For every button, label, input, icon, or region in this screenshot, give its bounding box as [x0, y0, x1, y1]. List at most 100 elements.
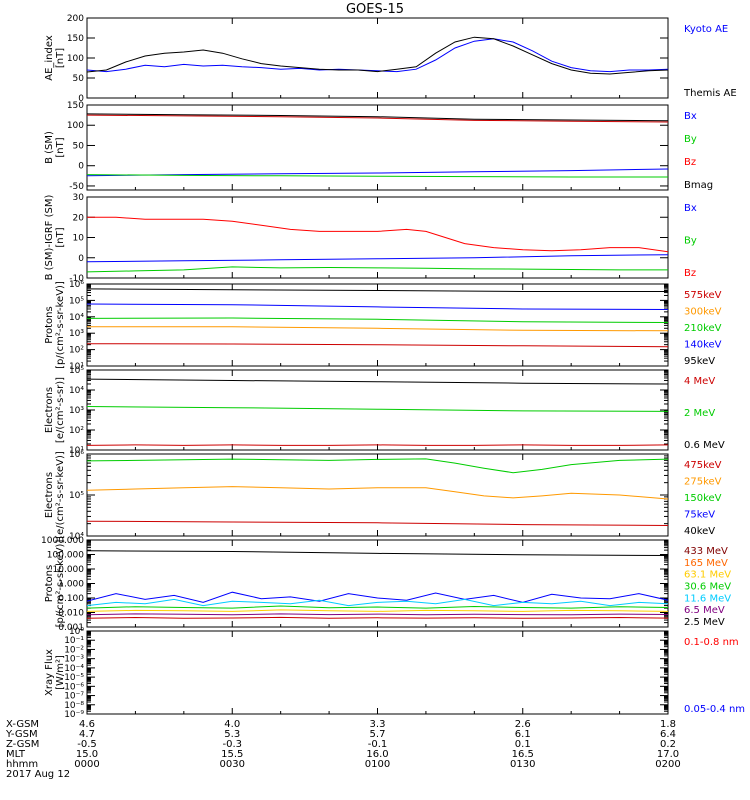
panel-ae: 0 50 100 150 200 AE_index [nT] Kyoto AE Themis A…	[44, 14, 737, 104]
series-line-300kev	[87, 326, 668, 332]
legend-entry: Bz	[684, 268, 696, 279]
y-tick-label: -10	[69, 274, 84, 284]
y-tick-label: -50	[69, 182, 84, 192]
y-tick-label: 10⁻⁷	[64, 692, 84, 702]
y-tick-label: 10⁶	[69, 450, 84, 460]
series-line-63-1-mev	[87, 605, 668, 609]
legend-entry: 475keV	[684, 460, 722, 471]
legend-entry: Bx	[684, 203, 697, 214]
series-line-11-6-mev	[87, 591, 668, 603]
orbit-value: 2.6	[515, 719, 531, 730]
legend-entry: By	[684, 236, 697, 247]
y-tick-label: 10²	[69, 346, 84, 356]
panel-electrons2: 10⁴ 10⁵ 10⁶ Electrons [e/(cm²-s-sr-keV)] 475k…	[44, 450, 722, 542]
y-tick-label: 10⁴	[69, 386, 84, 396]
series-line-575kev	[87, 343, 668, 348]
y-tick-label: 10⁻⁴	[64, 664, 84, 674]
y-tick-label: 10⁻⁹	[64, 710, 84, 720]
series-line-433-mev	[87, 616, 668, 619]
y-tick-label: 10⁻⁵	[64, 673, 84, 683]
y-tick-label: 10.000	[53, 565, 85, 575]
y-tick-label: 10⁵	[69, 491, 84, 501]
series-line-150kev	[87, 458, 668, 474]
y-tick-label: 50	[73, 74, 85, 84]
series-line-210kev	[87, 317, 668, 323]
legend-entry: 0.1-0.8 nm	[684, 637, 739, 648]
y-axis-label: [p/(cm²-s-sr-keV)]	[55, 281, 66, 369]
y-tick-label: 10⁵	[69, 366, 84, 376]
y-axis-label: AE_index	[44, 35, 55, 81]
y-tick-label: 10⁻²	[64, 645, 84, 655]
legend-entry: 40keV	[684, 526, 715, 537]
series-line-themis-ae	[87, 36, 668, 75]
orbit-table: X-GSM 4.6 4.0 3.3 2.6 1.8 Y-GSM 4.7 5.3 5.7 6.1 6.4…	[5, 719, 681, 780]
y-tick-label: 10²	[69, 426, 84, 436]
orbit-value: 4.6	[79, 719, 95, 730]
legend-entry: 210keV	[684, 323, 722, 334]
orbit-value: 15.0	[76, 749, 98, 760]
y-tick-label: 150	[67, 101, 84, 111]
legend-entry: Themis AE	[683, 88, 737, 99]
series-line-0-6-mev	[87, 378, 668, 385]
orbit-value: 16.5	[512, 749, 534, 760]
y-tick-label: 0.100	[58, 594, 84, 604]
orbit-value: 3.3	[370, 719, 386, 730]
panel-protons2: 0.001 0.010 0.100 1.000 10.000 100.000 1000.00…	[41, 536, 731, 633]
legend-entry: 2.5 MeV	[684, 617, 725, 628]
orbit-value: -0.5	[77, 739, 97, 750]
orbit-row-label: hhmm	[6, 759, 38, 770]
y-tick-label: 10⁻¹	[64, 636, 84, 646]
orbit-value: 4.7	[79, 729, 95, 740]
y-axis-label: [nT]	[55, 137, 66, 157]
y-tick-label: 100	[67, 54, 84, 64]
legend-entry: 4 MeV	[684, 376, 715, 387]
orbit-value: 0.2	[660, 739, 676, 750]
series-line-2-5-mev	[87, 550, 668, 556]
series-line-6-5-mev	[87, 613, 668, 616]
y-tick-label: 100	[67, 121, 84, 131]
y-axis-label: Electrons	[44, 472, 55, 518]
panel-frame	[86, 283, 669, 367]
legend-entry: 0.6 MeV	[684, 440, 725, 451]
y-axis-label: [p/(cm²-s-sr-keV)]	[55, 540, 66, 628]
legend-entry: 433 MeV	[684, 546, 728, 557]
series-line-bmag	[87, 113, 668, 122]
orbit-value: 17.0	[657, 749, 679, 760]
series-line-4-mev	[87, 444, 668, 446]
orbit-value: 0.1	[515, 739, 531, 750]
y-tick-label: 1000.000	[41, 536, 84, 546]
legend-entry: 300keV	[684, 307, 722, 318]
orbit-value: 6.4	[660, 729, 676, 740]
legend-entry: 575keV	[684, 290, 722, 301]
y-tick-label: 10⁵	[69, 296, 84, 306]
legend-entry: Bx	[684, 111, 697, 122]
series-line-475kev	[87, 520, 668, 526]
y-tick-label: 0	[78, 162, 84, 172]
y-tick-label: 10¹	[69, 362, 84, 372]
series-line-bz	[87, 114, 668, 123]
orbit-row-label: X-GSM	[6, 719, 39, 730]
orbit-value: 6.1	[515, 729, 531, 740]
legend-entry: 0.05-0.4 nm	[684, 704, 745, 715]
y-axis-label: [nT]	[55, 227, 66, 247]
series-line-2-mev	[87, 406, 668, 412]
y-tick-label: 10⁻³	[64, 655, 84, 665]
y-tick-label: 10	[73, 234, 85, 244]
legend-entry: By	[684, 134, 697, 145]
y-axis-label: Electrons	[44, 387, 55, 433]
y-tick-label: 200	[67, 14, 84, 24]
y-tick-label: 30	[73, 193, 85, 203]
y-axis-label: Protons	[44, 565, 55, 602]
date-label: 2017 Aug 12	[6, 769, 70, 780]
y-tick-label: 1.000	[58, 580, 84, 590]
y-tick-label: 10⁻⁸	[64, 701, 84, 711]
legend-entry: 6.5 MeV	[684, 605, 725, 616]
series-line-bz	[87, 216, 668, 253]
panel-bsm: -50 0 50 100 150 B (SM) [nT] Bx By Bz Bmag	[44, 101, 713, 192]
orbit-value: 5.3	[224, 729, 240, 740]
orbit-value: 1.8	[660, 719, 676, 730]
orbit-row-label: Z-GSM	[6, 739, 39, 750]
legend-entry: 150keV	[684, 493, 722, 504]
